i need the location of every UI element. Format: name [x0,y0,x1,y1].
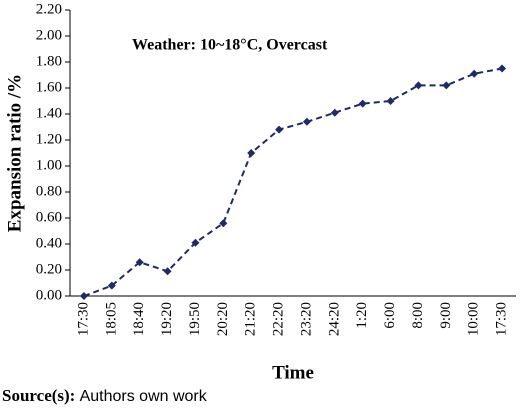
data-point [470,69,479,78]
y-tick-label: 0.20 [36,261,62,277]
x-tick-label: 21:20 [243,302,259,336]
x-tick-label: 23:20 [298,302,314,336]
data-point [107,281,116,290]
x-tick-label: 17:30 [494,302,510,336]
x-tick-label: 9:00 [438,302,454,329]
x-tick-label: 19:20 [159,302,175,336]
y-axis-title: Expansion ratio /% [4,74,25,232]
y-tick-label: 0.00 [36,287,62,303]
x-tick-label: 8:00 [410,302,426,329]
y-tick-label: 2.20 [36,1,62,17]
x-tick-label: 6:00 [382,302,398,329]
annotation: Weather: 10~18°C, Overcast [132,37,328,54]
x-tick-label: 18:40 [131,302,147,336]
data-point [442,81,451,90]
data-point [79,292,88,300]
source-text: Authors own work [80,388,208,405]
source-label: Source(s): [2,386,75,405]
data-point [163,267,172,276]
y-tick-label: 1.60 [36,79,62,95]
x-tick-label: 1:20 [354,302,370,329]
data-point [191,238,200,247]
x-tick-label: 18:05 [103,302,119,336]
x-axis-title: Time [272,362,314,383]
data-point [135,258,144,267]
data-point [498,64,507,73]
y-tick-label: 2.00 [36,27,62,43]
y-tick-label: 0.40 [36,235,62,251]
x-tick-label: 22:20 [271,302,287,336]
y-tick-label: 0.60 [36,209,62,225]
x-tick-label: 17:30 [75,302,91,336]
data-point [275,125,284,134]
data-point [414,81,423,90]
data-point [219,219,228,228]
data-point [330,108,339,117]
x-tick-label: 24:20 [326,302,342,336]
x-tick-label: 10:00 [466,302,482,336]
y-tick-label: 1.00 [36,157,62,173]
y-tick-label: 1.20 [36,131,62,147]
y-tick-label: 0.80 [36,183,62,199]
x-tick-label: 19:50 [187,302,203,336]
data-point [302,117,311,126]
x-tick-label: 20:20 [215,302,231,336]
data-point [358,99,367,108]
y-tick-label: 1.40 [36,105,62,121]
data-point [386,97,395,105]
data-line [83,67,503,297]
data-point [247,149,256,157]
y-tick-label: 1.80 [36,53,62,69]
source: Source(s): Authors own work [2,386,208,405]
